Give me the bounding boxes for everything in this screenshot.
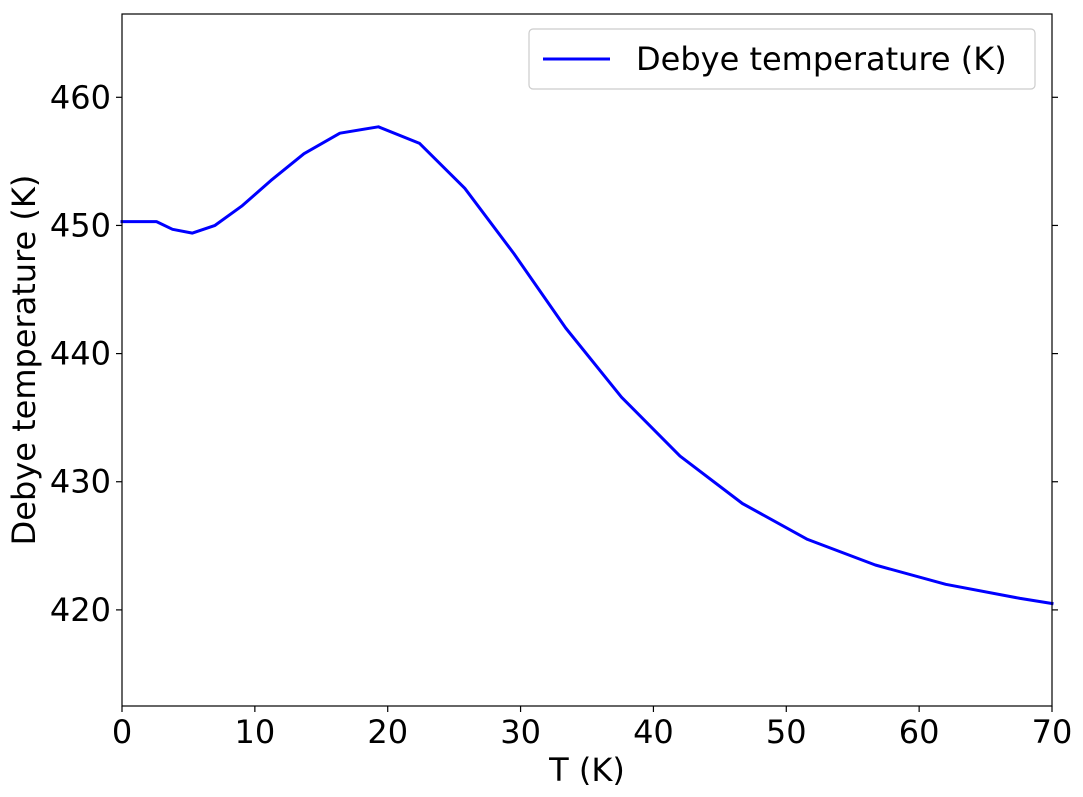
series: [120, 125, 1054, 606]
y-axis-label: Debye temperature (K): [5, 175, 43, 546]
legend-box: [528, 28, 1036, 90]
x-tick-label: 0: [112, 713, 132, 751]
x-axis-label: T (K): [548, 751, 625, 789]
x-tick-label: 10: [234, 713, 275, 751]
x-tick-label: 40: [633, 713, 674, 751]
plot-frame: [121, 13, 1053, 707]
x-tick-label: 20: [367, 713, 408, 751]
y-tick-label: 420: [50, 591, 111, 629]
series-line: [120, 125, 1054, 606]
y-tick-label: 430: [50, 463, 111, 501]
x-tick-label: 70: [1032, 713, 1073, 751]
y-tick-label: 460: [50, 78, 111, 116]
x-tick-label: 60: [899, 713, 940, 751]
x-tick-label: 30: [500, 713, 541, 751]
x-tick-label: 50: [766, 713, 807, 751]
legend: Debye temperature (K): [528, 28, 1036, 90]
y-tick-label: 450: [50, 206, 111, 244]
legend-label: Debye temperature (K): [636, 40, 1007, 78]
ticks: 0 10 20 30 40 50 60 70 420 430 440 450 460: [50, 78, 1072, 751]
y-tick-label: 440: [50, 335, 111, 373]
plot-area: [122, 14, 1052, 706]
